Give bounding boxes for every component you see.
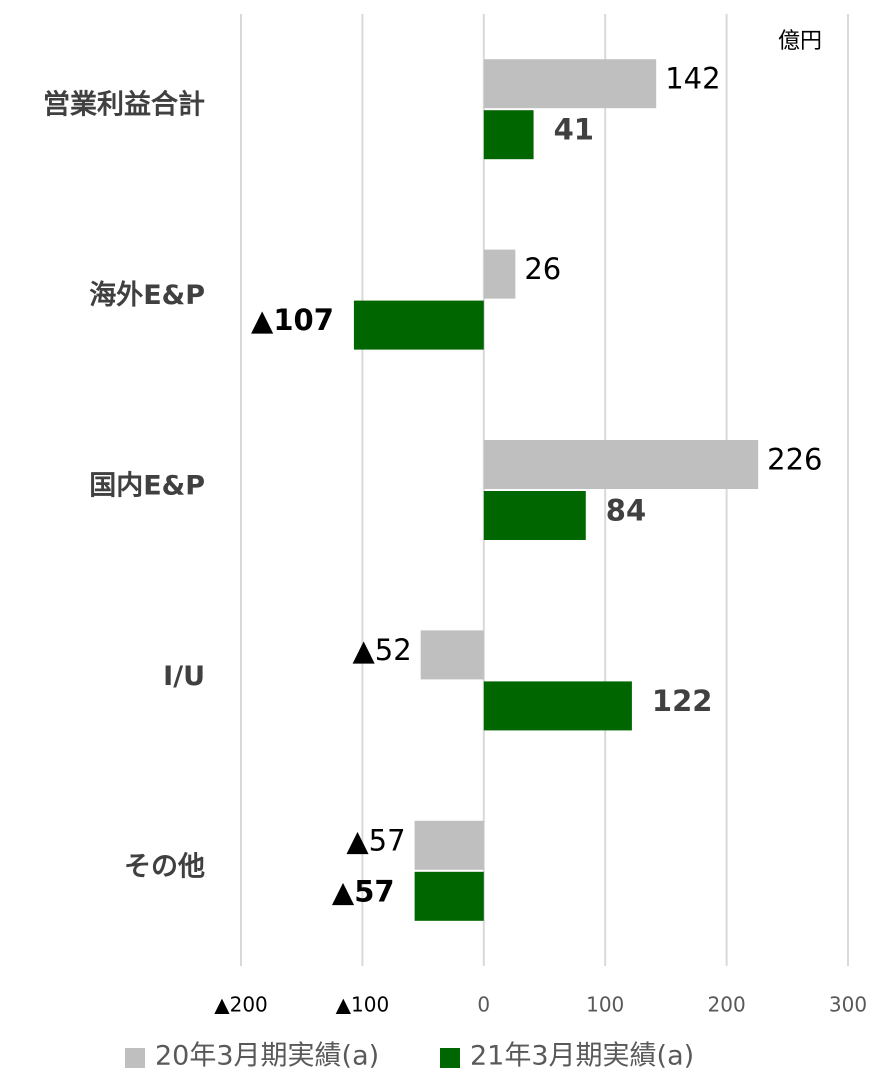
data-label: ▲52: [352, 633, 411, 667]
category-label: 海外E&P: [89, 280, 205, 311]
category-label: その他: [124, 851, 205, 882]
data-label: 226: [767, 443, 822, 477]
x-tick-label: 200: [708, 993, 746, 1017]
legend-swatch: [125, 1048, 145, 1068]
data-label: ▲107: [251, 303, 334, 337]
legend-label: 20年3月期実績(a): [155, 1041, 379, 1072]
data-label: 41: [554, 113, 594, 147]
x-tick-label: 100: [586, 993, 624, 1017]
category-label: 国内E&P: [89, 471, 205, 502]
data-label: 26: [524, 252, 561, 286]
x-tick-label: 0: [477, 993, 490, 1017]
bar: [353, 300, 484, 350]
bar: [483, 249, 516, 299]
bar: [414, 871, 484, 921]
data-label: 122: [652, 684, 713, 718]
x-tick-label: ▲200: [214, 993, 268, 1017]
category-label: 営業利益合計: [43, 89, 205, 121]
legend-label: 21年3月期実績(a): [470, 1041, 694, 1072]
data-label: ▲57: [332, 874, 395, 908]
bar: [483, 110, 534, 160]
legend-swatch: [440, 1048, 460, 1068]
x-tick-label: 300: [829, 993, 867, 1017]
bar: [483, 440, 759, 489]
category-label: I/U: [163, 661, 205, 692]
bar: [483, 59, 657, 109]
bar: [483, 491, 586, 540]
data-label: 142: [665, 62, 720, 96]
bar: [483, 681, 632, 731]
data-label: 84: [606, 494, 646, 528]
x-tick-label: ▲100: [336, 993, 390, 1017]
unit-label: 億円: [778, 29, 822, 54]
data-label: ▲57: [346, 823, 405, 857]
bar: [414, 820, 484, 870]
bar: [420, 630, 484, 680]
